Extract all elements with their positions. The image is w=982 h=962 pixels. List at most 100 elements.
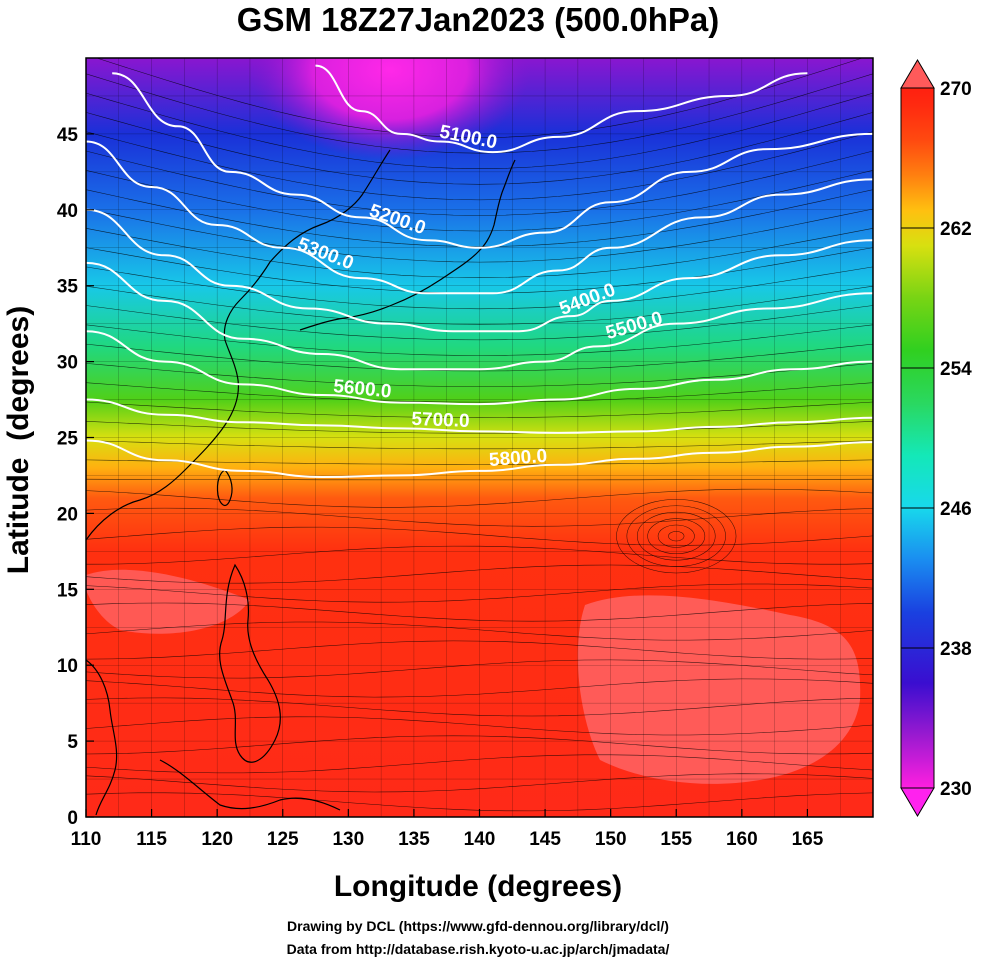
streamline	[86, 545, 873, 565]
coastline-japan	[299, 159, 516, 331]
x-axis-ticks: 110 115 120 125 130 135 140 145 150 155 160 165	[71, 809, 824, 850]
warm-patch-east	[577, 595, 861, 784]
coastline-indochina	[86, 659, 118, 816]
streamline	[86, 602, 873, 622]
streamline-vortex	[668, 531, 685, 542]
streamline	[86, 440, 873, 450]
colorbar: 230 238 246 254 262 270	[900, 59, 972, 817]
y-tick-label: 20	[57, 504, 78, 525]
x-axis-label: Longitude (degrees)	[334, 870, 622, 903]
streamline	[86, 507, 873, 527]
streamline-vortex	[636, 511, 716, 561]
y-tick-label: 5	[67, 732, 78, 753]
x-tick-label: 150	[595, 829, 627, 850]
streamline-vortex	[647, 518, 706, 555]
streamline	[86, 421, 873, 434]
streamline-vortex	[616, 499, 737, 574]
coastlines	[86, 149, 516, 816]
x-tick-label: 135	[398, 829, 430, 850]
streamline	[86, 459, 873, 465]
coastline-taiwan	[216, 469, 233, 507]
streamline	[86, 735, 873, 755]
height-contour-line	[86, 330, 873, 406]
grid-lines	[86, 58, 873, 817]
streamline	[86, 363, 873, 387]
y-tick-label: 10	[57, 656, 78, 677]
streamline	[86, 583, 873, 603]
y-tick-label: 35	[57, 277, 79, 298]
streamline	[86, 401, 873, 418]
warm-patch-west	[86, 569, 250, 634]
contour-label: 5700.0	[411, 409, 470, 432]
streamlines	[86, 58, 873, 812]
credit-line-2: Data from http://database.rish.kyoto-u.a…	[287, 941, 670, 957]
streamline	[86, 478, 873, 481]
colorbar-ticks: 230 238 246 254 262 270	[901, 79, 972, 800]
height-contour-line	[315, 64, 808, 154]
x-tick-label: 115	[136, 829, 167, 850]
streamline	[86, 324, 873, 356]
colorbar-tick-label: 254	[940, 359, 972, 380]
x-tick-label: 155	[660, 829, 692, 850]
streamline	[86, 659, 873, 679]
x-tick-label: 145	[529, 829, 561, 850]
x-tick-label: 130	[332, 829, 364, 850]
y-axis-ticks: 0 5 10 15 20 25 30 35 40 45	[57, 125, 94, 829]
streamline	[86, 678, 873, 698]
streamline	[86, 716, 873, 736]
y-tick-label: 25	[57, 429, 79, 450]
x-tick-label: 120	[201, 829, 233, 850]
colorbar-top-arrow	[900, 59, 935, 89]
streamline	[86, 564, 873, 584]
height-contour-line	[86, 261, 873, 371]
height-contours	[86, 64, 873, 479]
colorbar-body	[900, 87, 935, 789]
cold-core	[250, 58, 530, 160]
x-tick-label: 110	[71, 829, 102, 850]
y-tick-label: 30	[57, 353, 78, 374]
streamline	[86, 488, 873, 508]
x-tick-label: 125	[267, 829, 299, 850]
streamline	[86, 228, 873, 278]
streamline	[86, 305, 873, 341]
streamline	[86, 697, 873, 717]
x-tick-label: 140	[464, 829, 496, 850]
y-tick-label: 40	[57, 201, 78, 222]
streamline	[86, 170, 873, 232]
colorbar-bottom-arrow	[900, 787, 935, 817]
streamline	[86, 266, 873, 310]
x-tick-label: 160	[726, 829, 758, 850]
streamline	[86, 526, 873, 546]
coastline-philippines	[219, 563, 281, 763]
y-tick-label: 0	[67, 808, 78, 829]
colorbar-tick-label: 230	[940, 779, 972, 800]
streamline	[86, 754, 873, 774]
y-axis-label: Latitude (degrees)	[2, 306, 35, 574]
streamline	[86, 621, 873, 641]
streamline	[86, 382, 873, 403]
streamline-vortex	[657, 524, 695, 548]
height-contour-line	[86, 398, 873, 434]
height-contour-line	[86, 208, 873, 333]
colorbar-tick-label: 270	[940, 79, 972, 100]
coastline-indonesia	[159, 759, 341, 811]
plot-area: 5100.05200.05300.05400.05500.05600.05700…	[86, 58, 873, 817]
y-tick-label: 45	[57, 125, 79, 146]
credit-line-1: Drawing by DCL (https://www.gfd-dennou.o…	[287, 918, 669, 934]
height-contour-line	[112, 72, 873, 249]
streamline	[86, 73, 873, 154]
colorbar-tick-label: 238	[940, 639, 972, 660]
colorbar-tick-label: 262	[940, 219, 972, 240]
streamline	[86, 189, 873, 247]
streamline	[86, 640, 873, 660]
colorbar-tick-label: 246	[940, 499, 972, 520]
streamline	[86, 112, 873, 185]
x-tick-label: 165	[792, 829, 824, 850]
streamline	[86, 150, 873, 216]
streamline	[86, 773, 873, 793]
streamline	[86, 131, 873, 201]
streamline-vortex	[626, 505, 726, 567]
streamline	[86, 92, 873, 169]
streamline	[86, 285, 873, 325]
